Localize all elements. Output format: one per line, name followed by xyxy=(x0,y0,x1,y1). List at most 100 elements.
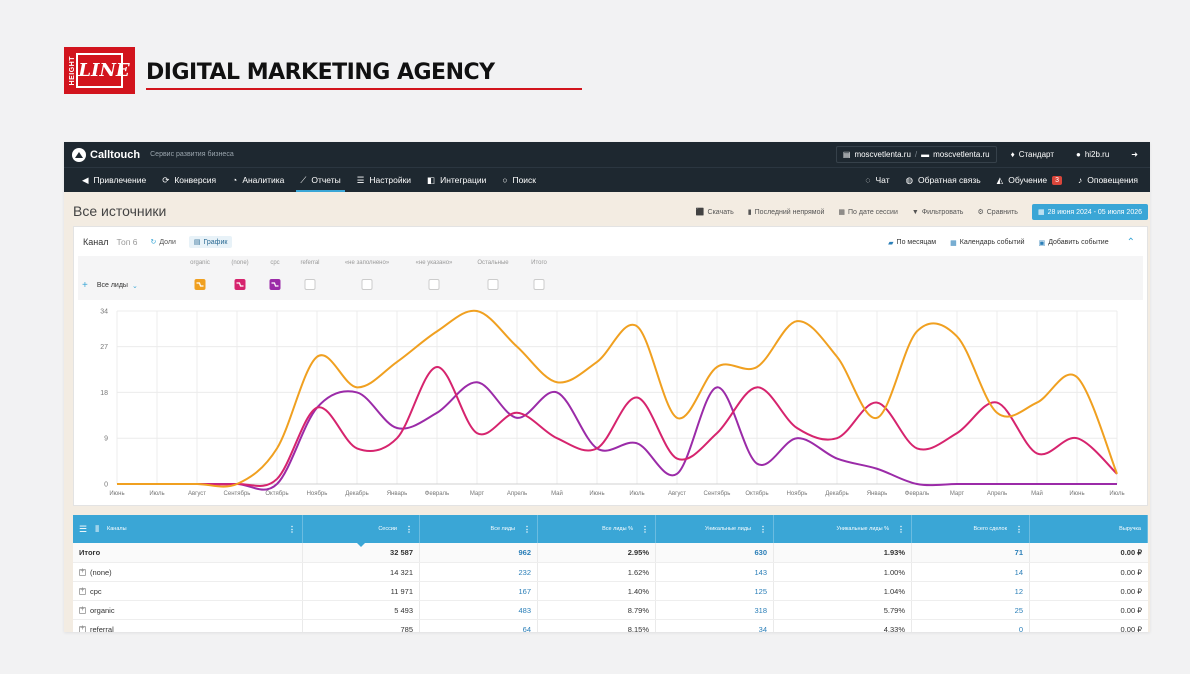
nav-item-feedback[interactable]: ◍ Обратная связь xyxy=(898,168,989,192)
column-menu-icon[interactable]: ⋮ xyxy=(523,524,531,534)
legend-label-cpc[interactable]: cpc xyxy=(270,260,280,266)
attribution-select[interactable]: ▮ Последний непрямой xyxy=(748,208,825,217)
col-header-unique-leads-pct[interactable]: Уникальные лиды % ⋮ xyxy=(774,515,912,543)
legend-toggle-others[interactable] xyxy=(487,279,499,290)
row-label: cpc xyxy=(90,586,102,596)
col-header-sessions[interactable]: Сессии ⋮ xyxy=(303,515,420,543)
calendar-icon: ▦ xyxy=(1037,209,1045,216)
column-menu-icon[interactable]: ⋮ xyxy=(1015,524,1023,534)
cell-all-leads[interactable]: 232 xyxy=(420,563,538,581)
cell-unique-leads[interactable]: 125 xyxy=(656,582,774,600)
legend-toggle-not-filled[interactable] xyxy=(361,279,373,290)
cell-all-leads[interactable]: 167 xyxy=(420,582,538,600)
column-menu-icon[interactable]: ⋮ xyxy=(897,524,905,534)
site-selector[interactable]: ▤ moscvetlenta.ru / ▬ moscvetlenta.ru xyxy=(835,146,997,163)
legend-toggle-organic[interactable] xyxy=(194,279,206,290)
legend-toggle-total[interactable] xyxy=(533,279,545,290)
legend-toggle-none[interactable] xyxy=(234,279,246,290)
nav-item-settings[interactable]: ☰ Настройки xyxy=(349,168,419,192)
metric-select[interactable]: + Все лиды ⌄ xyxy=(82,280,138,291)
date-range-picker[interactable]: ▦ 28 июня 2024 - 05 июля 2026 xyxy=(1031,204,1148,220)
table-row[interactable]: organic 5 493 483 8.79% 318 5.79% 25 0.0… xyxy=(73,601,1148,620)
add-event-button[interactable]: ▣ Добавить событие xyxy=(1039,239,1109,247)
compare-button[interactable]: ⚙ Сравнить xyxy=(977,208,1018,217)
col-header-unique-leads[interactable]: Уникальные лиды ⋮ xyxy=(656,515,774,543)
events-calendar-button[interactable]: ▦ Календарь событий xyxy=(950,239,1024,247)
legend-label-organic[interactable]: organic xyxy=(190,260,210,266)
nav-item-reports[interactable]: ⟋ Отчеты xyxy=(292,168,348,192)
user-menu[interactable]: ● hi2b.ru xyxy=(1068,150,1117,159)
col-header-all-leads-pct[interactable]: Все лиды % ⋮ xyxy=(538,515,656,543)
app-brand[interactable]: Calltouch xyxy=(72,147,140,162)
column-menu-icon[interactable]: ⋮ xyxy=(641,524,649,534)
nav-item-search[interactable]: ○ Поиск xyxy=(494,168,544,192)
table-row[interactable]: cpc 11 971 167 1.40% 125 1.04% 12 0.00 ₽ xyxy=(73,582,1148,601)
expand-icon[interactable] xyxy=(79,585,86,595)
column-menu-icon[interactable]: ⋮ xyxy=(405,524,413,534)
cell-all-leads[interactable]: 483 xyxy=(420,601,538,619)
col-header-revenue[interactable]: Выручка xyxy=(1030,515,1148,543)
by-month-button[interactable]: ▰ По месяцам xyxy=(888,239,936,247)
cell-deals[interactable]: 14 xyxy=(912,563,1030,581)
cell-deals[interactable]: 12 xyxy=(912,582,1030,600)
legend-toggle-not-specified[interactable] xyxy=(428,279,440,290)
cell-unique-leads[interactable]: 630 xyxy=(656,543,774,562)
col-header-channels[interactable]: ☰ ⦀ Каналы ⋮ xyxy=(73,515,303,543)
nav-item-integrations[interactable]: ◧ Интеграции xyxy=(419,168,494,192)
table-row[interactable]: referral 785 64 8.15% 34 4.33% 0 0.00 ₽ xyxy=(73,620,1148,632)
legend-label-not-specified[interactable]: «не указано» xyxy=(415,260,453,266)
expand-icon[interactable] xyxy=(79,566,86,576)
legend-label-not-filled[interactable]: «не заполнено» xyxy=(344,260,390,266)
add-metric-icon[interactable]: + xyxy=(82,280,88,291)
nav-item-learning[interactable]: ◭ Обучение 3 xyxy=(989,168,1070,192)
filter-button[interactable]: ▼ Фильтровать xyxy=(912,209,964,216)
table-row-total[interactable]: Итого 32 587 962 2.95% 630 1.93% 71 0.00… xyxy=(73,543,1148,563)
expand-icon[interactable] xyxy=(79,604,86,614)
legend-label-none[interactable]: (none) xyxy=(231,260,249,266)
nav-item-conversion[interactable]: ⟳ Конверсия xyxy=(154,168,224,192)
logo-big-text: LINE xyxy=(78,60,130,81)
cell-deals[interactable]: 71 xyxy=(912,543,1030,562)
cell-deals[interactable]: 0 xyxy=(912,620,1030,632)
legend-toggle-cpc[interactable] xyxy=(269,279,281,290)
cell-revenue: 0.00 ₽ xyxy=(1120,605,1142,615)
x-tick-label: Март xyxy=(950,491,965,497)
compare-label: Сравнить xyxy=(986,208,1018,216)
columns-icon[interactable]: ⦀ xyxy=(95,523,100,534)
legend-toggle-referral[interactable] xyxy=(304,279,316,290)
column-menu-icon[interactable]: ⋮ xyxy=(759,524,767,534)
cell-all-leads[interactable]: 962 xyxy=(420,543,538,562)
legend-label-others[interactable]: Остальные xyxy=(477,260,509,266)
nav-item-analytics[interactable]: ◔ Аналитика xyxy=(224,168,292,192)
shares-toggle[interactable]: ↻ Доли xyxy=(145,236,180,248)
cell-deals[interactable]: 25 xyxy=(912,601,1030,619)
download-button[interactable]: ⬛ Скачать xyxy=(696,208,734,217)
col-header-all-leads[interactable]: Все лиды ⋮ xyxy=(420,515,538,543)
nav-item-acquisition[interactable]: ◀ Привлечение xyxy=(74,168,154,192)
cell-unique-leads[interactable]: 318 xyxy=(656,601,774,619)
col-header-deals[interactable]: Всего сделок ⋮ xyxy=(912,515,1030,543)
collapse-icon[interactable]: ⌃ xyxy=(1126,237,1135,248)
graph-toggle[interactable]: ▤ График xyxy=(188,236,233,248)
top-label[interactable]: Топ 6 xyxy=(116,237,138,247)
plan-indicator[interactable]: ♦ Стандарт xyxy=(1003,150,1062,159)
expand-icon[interactable] xyxy=(79,623,86,632)
column-menu-icon[interactable]: ⋮ xyxy=(288,524,296,534)
dimension-label[interactable]: Канал xyxy=(83,237,109,247)
logout-button[interactable]: ➜ xyxy=(1123,150,1146,159)
legend-label-total[interactable]: Итого xyxy=(531,260,547,266)
header-label: Выручка xyxy=(1119,526,1141,532)
logout-icon: ➜ xyxy=(1131,150,1138,159)
cell-unique-leads[interactable]: 34 xyxy=(656,620,774,632)
nav-item-chat[interactable]: ◌ Чат xyxy=(857,168,897,192)
cell-sessions: 14 321 xyxy=(303,563,420,581)
cell-all-leads[interactable]: 64 xyxy=(420,620,538,632)
session-date-toggle[interactable]: ▦ По дате сессии xyxy=(838,208,898,217)
cell-unique-leads[interactable]: 143 xyxy=(656,563,774,581)
legend-label-referral[interactable]: referral xyxy=(300,260,320,266)
compare-icon: ⚙ xyxy=(977,209,984,216)
sort-indicator-icon xyxy=(357,543,365,547)
tree-icon[interactable]: ☰ xyxy=(79,523,88,534)
nav-item-alerts[interactable]: ♪ Оповещения xyxy=(1070,168,1146,192)
table-row[interactable]: (none) 14 321 232 1.62% 143 1.00% 14 0.0… xyxy=(73,563,1148,582)
